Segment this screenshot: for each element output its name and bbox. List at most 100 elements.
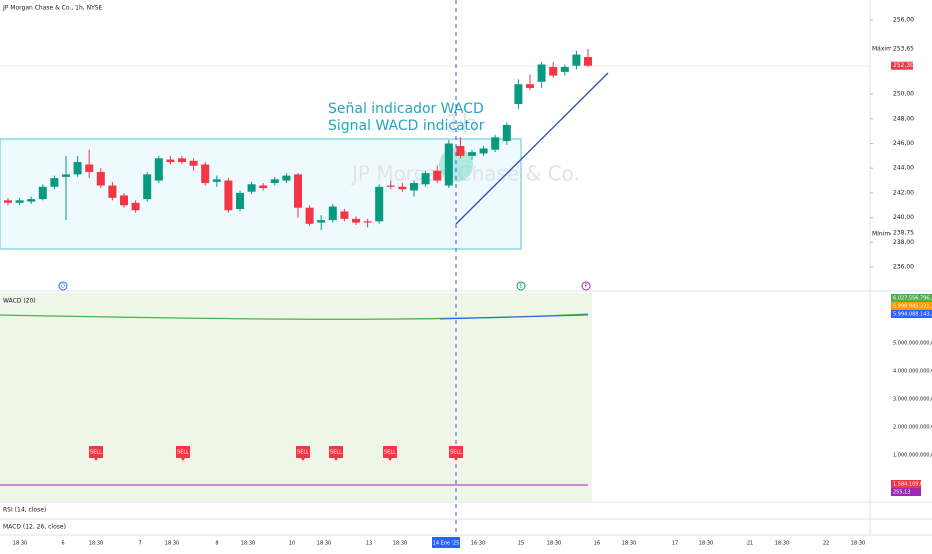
candle-body: [502, 124, 511, 142]
y-tick-label: 238,00: [893, 239, 914, 246]
x-tick-label: 18:30: [241, 541, 255, 547]
min-value: 238,75: [893, 230, 914, 237]
candle-body: [247, 184, 256, 192]
x-tick-label: 18:30: [89, 541, 103, 547]
symbol-title: JP Morgan Chase & Co., 1h, NYSE: [2, 5, 103, 12]
x-tick-label: 18:30: [13, 541, 27, 547]
candle-body: [468, 152, 476, 156]
candle-body: [96, 171, 105, 186]
candle-body: [73, 162, 82, 175]
y-tick-label: 248,00: [893, 115, 914, 122]
candle-body: [444, 143, 453, 186]
indicator-scale: 2.000.000.000,00: [893, 425, 932, 431]
value-badge: [891, 302, 932, 310]
y-tick-label: 240,00: [893, 214, 914, 221]
candle-body: [282, 175, 291, 181]
x-tick-label: 18:30: [622, 541, 636, 547]
candle-body: [537, 64, 546, 82]
value-label: 5.998.945.221,30: [893, 304, 932, 310]
x-tick-label: 16: [594, 541, 600, 547]
sell-signal: [89, 446, 103, 461]
candle-body: [398, 186, 407, 190]
candle-body: [27, 199, 36, 202]
candle-body: [375, 186, 384, 222]
candle-body: [352, 218, 360, 223]
indicator-scale: 5.000.000.000,00: [893, 341, 932, 347]
last-value-bg: [891, 61, 913, 70]
candle-body: [154, 158, 163, 181]
value-label: 255,13: [893, 490, 911, 496]
pane-name: RSI (14, close): [3, 507, 46, 514]
candle-body: [38, 186, 47, 200]
candle-body: [201, 164, 210, 184]
max-label: Máximo: [872, 46, 896, 53]
sell-label: SELL: [177, 450, 189, 456]
indicator-scale: 3.000.000.000,00: [893, 397, 932, 403]
candle-body: [305, 207, 314, 224]
value-label: 5.994.088.143,36: [893, 312, 932, 318]
candle-body: [584, 57, 592, 66]
value-label: 1.584.109,60: [893, 482, 926, 488]
range-box: [0, 138, 522, 250]
x-tick-label: 14 Ene '25: [433, 541, 460, 547]
watermark-interval: 1h: [445, 110, 478, 140]
max-value-bg: [891, 45, 913, 54]
sell-label: SELL: [297, 450, 309, 456]
min-label: Mínimo: [872, 231, 894, 238]
last-value: 252,30: [893, 62, 914, 69]
sell-label: SELL: [450, 450, 462, 456]
x-tick-label: 16:30: [471, 541, 485, 547]
x-tick-label: 18:30: [165, 541, 179, 547]
x-tick-label: 8: [215, 541, 218, 547]
sell-signal: [383, 446, 397, 461]
candle-body: [363, 221, 372, 223]
candle-body: [62, 174, 70, 177]
time-highlight: [432, 537, 460, 548]
y-tick-label: 256,00: [893, 17, 914, 24]
sell-label: SELL: [384, 450, 396, 456]
x-tick-label: 18:30: [547, 541, 561, 547]
sell-signal: [296, 446, 310, 461]
x-tick-label: 6: [61, 541, 64, 547]
candle-body: [166, 159, 175, 163]
annotation: Señal indicador WACD: [328, 101, 484, 117]
candle-body: [433, 170, 442, 181]
candle-body: [410, 183, 418, 191]
indicator-name: WACD (20): [3, 298, 36, 305]
candle-body: [549, 66, 558, 76]
annotation: Signal WACD indicator: [328, 118, 485, 134]
x-tick-label: 15: [518, 541, 524, 547]
candle-body: [514, 84, 523, 104]
max-value: 253,65: [893, 46, 914, 53]
y-tick-label: 246,00: [893, 140, 914, 147]
candle-body: [294, 174, 302, 208]
candle-body: [328, 206, 337, 221]
value-badge: [891, 310, 932, 318]
x-tick-label: 18:30: [775, 541, 789, 547]
candle-body: [224, 180, 233, 211]
x-tick-label: 18:30: [317, 541, 331, 547]
candle-body: [15, 200, 24, 203]
candle-body: [386, 185, 395, 187]
y-tick-label: 242,00: [893, 189, 914, 196]
indicator-bg: [0, 293, 592, 501]
min-value-bg: [891, 229, 913, 238]
candle-body: [178, 158, 186, 163]
sell-signal: [176, 446, 190, 461]
candle-body: [85, 164, 94, 172]
candle-body: [270, 179, 279, 184]
x-tick-label: 18:30: [699, 541, 713, 547]
candle-body: [236, 192, 244, 209]
trend-line: [455, 72, 609, 225]
value-badge: [891, 294, 932, 302]
sell-label: SELL: [330, 450, 342, 456]
sell-label: SELL: [90, 450, 102, 456]
candle-body: [120, 195, 128, 206]
event-marker: [516, 281, 526, 291]
y-tick-label: 250,00: [893, 91, 914, 98]
indicator-scale: 4.000.000.000,00: [893, 369, 932, 375]
pane-name: MACD (12, 26, close): [3, 524, 66, 531]
x-tick-label: 7: [138, 541, 141, 547]
event-label: P: [584, 284, 587, 290]
